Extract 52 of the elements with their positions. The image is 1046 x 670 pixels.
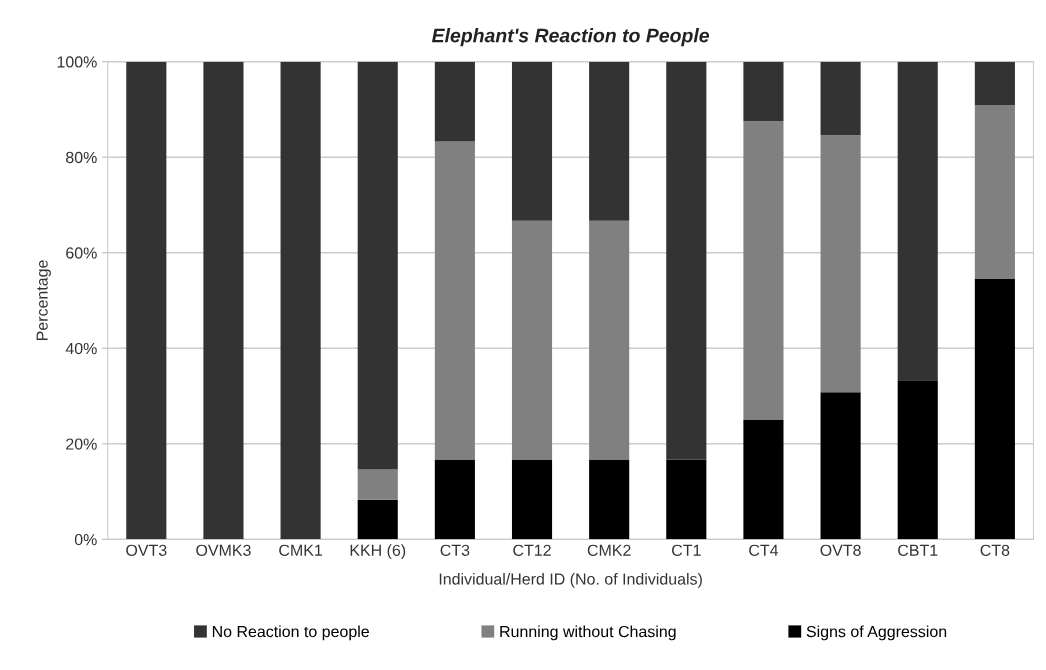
- bar: [511, 220, 553, 460]
- bar: [434, 61, 475, 142]
- bar: [743, 121, 784, 420]
- bar: [820, 135, 861, 393]
- x-tick-label: OVT3: [126, 544, 167, 556]
- bar: [357, 61, 398, 470]
- legend-label: Running without Chasing: [500, 625, 676, 641]
- x-tick-label: CT3: [440, 544, 470, 556]
- bar: [820, 61, 861, 136]
- y-tick-label: 80%: [66, 151, 97, 164]
- y-tick-label: 40%: [65, 342, 97, 355]
- x-tick-label: OVMK3: [196, 544, 251, 556]
- bar: [126, 61, 167, 540]
- bar: [589, 459, 630, 540]
- bar: [666, 61, 707, 460]
- x-tick-label: CT8: [980, 544, 1010, 556]
- x-tick-label: CT1: [672, 544, 701, 556]
- bar: [511, 459, 553, 540]
- legend-label: No Reaction to people: [212, 625, 369, 641]
- bar: [434, 459, 475, 540]
- bar: [666, 459, 707, 540]
- chart-title: Elephant's Reaction to People: [431, 28, 710, 47]
- y-tick-label: 100%: [57, 56, 97, 68]
- bar: [357, 499, 398, 540]
- bar: [434, 141, 475, 460]
- x-tick-label: CT4: [749, 544, 779, 556]
- bar: [589, 220, 630, 460]
- legend-label: Signs of Aggression: [806, 625, 947, 641]
- bar: [974, 105, 1015, 279]
- bar: [743, 61, 784, 122]
- x-tick-label: CMK1: [279, 544, 322, 556]
- bar: [357, 469, 398, 500]
- x-axis-title: Individual/Herd ID (No. of Individuals): [439, 572, 702, 588]
- bar: [974, 279, 1015, 540]
- y-tick-label: 60%: [66, 247, 97, 259]
- y-tick-label: 0%: [74, 533, 97, 546]
- bar: [897, 61, 938, 381]
- x-tick-label: KKH (6): [350, 544, 406, 560]
- x-tick-label: CBT1: [898, 544, 938, 556]
- bar: [511, 61, 553, 221]
- x-tick-label: CMK2: [587, 544, 631, 556]
- bar: [589, 61, 630, 221]
- y-tick-label: 20%: [66, 438, 97, 450]
- bar: [820, 392, 861, 540]
- bar: [743, 419, 784, 540]
- x-tick-label: OVT8: [820, 544, 861, 556]
- bar: [974, 61, 1015, 106]
- y-axis-title: Percentage: [36, 260, 51, 341]
- x-tick-label: CT12: [513, 544, 551, 556]
- bar: [280, 61, 321, 540]
- bar: [897, 380, 938, 540]
- bar: [203, 61, 244, 540]
